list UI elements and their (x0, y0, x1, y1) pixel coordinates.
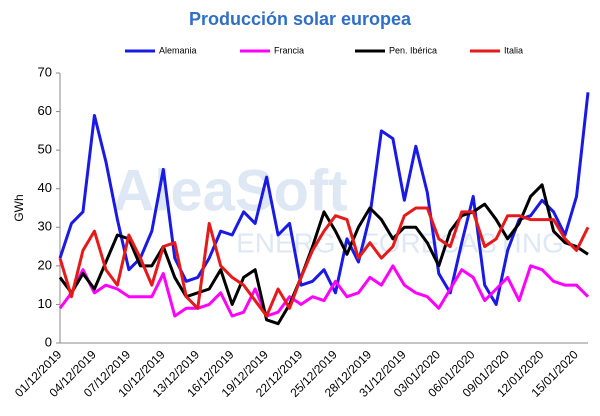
series-line (58, 264, 590, 318)
y-tick-label: 50 (38, 142, 52, 157)
y-tick-label: 20 (38, 257, 52, 272)
y-tick-label: 0 (45, 334, 52, 349)
y-tick-label: 30 (38, 219, 52, 234)
y-tick-label: 10 (38, 296, 52, 311)
legend-label: Francia (274, 45, 304, 55)
legend-label: Pen. Ibérica (389, 45, 437, 55)
y-tick-label: 70 (38, 64, 52, 79)
y-tick-label: 40 (38, 180, 52, 195)
series-line (58, 206, 590, 318)
y-axis-label: GWh (12, 194, 26, 221)
watermark: AleaSoft (112, 158, 347, 223)
legend-label: Alemania (159, 45, 197, 55)
chart-title: Producción solar europea (189, 9, 412, 29)
y-tick-label: 60 (38, 103, 52, 118)
series-line (58, 183, 589, 326)
legend-label: Italia (504, 45, 523, 55)
